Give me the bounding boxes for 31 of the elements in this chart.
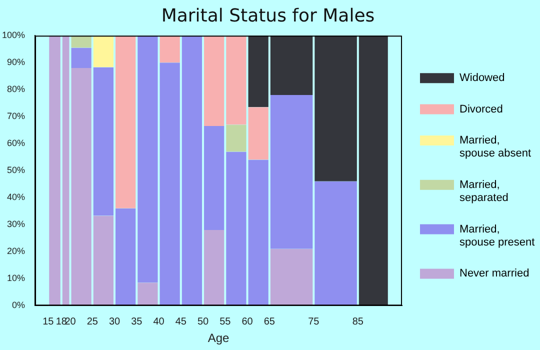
x-tick-label: 30 [108, 316, 121, 328]
x-tick-label: 55 [220, 316, 232, 328]
y-tick-label: 30% [7, 219, 26, 230]
x-tick-label: 35 [131, 316, 143, 328]
chart-title: Marital Status for Males [161, 5, 375, 26]
y-tick-label: 60% [7, 138, 26, 148]
y-tick-label: 100% [2, 30, 26, 40]
y-tick-label: 90% [7, 57, 26, 68]
x-tick-label: 60 [242, 316, 254, 328]
x-tick-label: 25 [86, 316, 98, 328]
y-tick-label: 0% [12, 300, 26, 310]
x-tick-label: 75 [308, 316, 320, 328]
x-tick-label: 85 [352, 316, 364, 328]
y-tick-label: 40% [7, 192, 26, 202]
x-tick-label: 65 [264, 316, 276, 328]
legend-label: Married, spouse absent [460, 134, 532, 160]
y-tick-label: 10% [7, 273, 26, 284]
legend-label: Married, spouse present [460, 223, 535, 249]
y-tick-label: 80% [7, 84, 26, 94]
x-tick-label: 15 [42, 316, 54, 328]
legend-label: Divorced [460, 103, 503, 116]
x-tick-label: 40 [153, 316, 165, 328]
x-tick-label: 45 [175, 316, 187, 328]
x-axis-title: Age [208, 331, 230, 346]
legend-label: Never married [460, 268, 530, 280]
legend-label: Widowed [460, 72, 505, 84]
x-tick-label: 50 [197, 316, 210, 328]
y-tick-label: 70% [7, 111, 26, 122]
legend-label: Married, separated [460, 178, 508, 204]
y-tick-label: 50% [7, 165, 26, 176]
y-tick-label: 20% [7, 246, 26, 256]
